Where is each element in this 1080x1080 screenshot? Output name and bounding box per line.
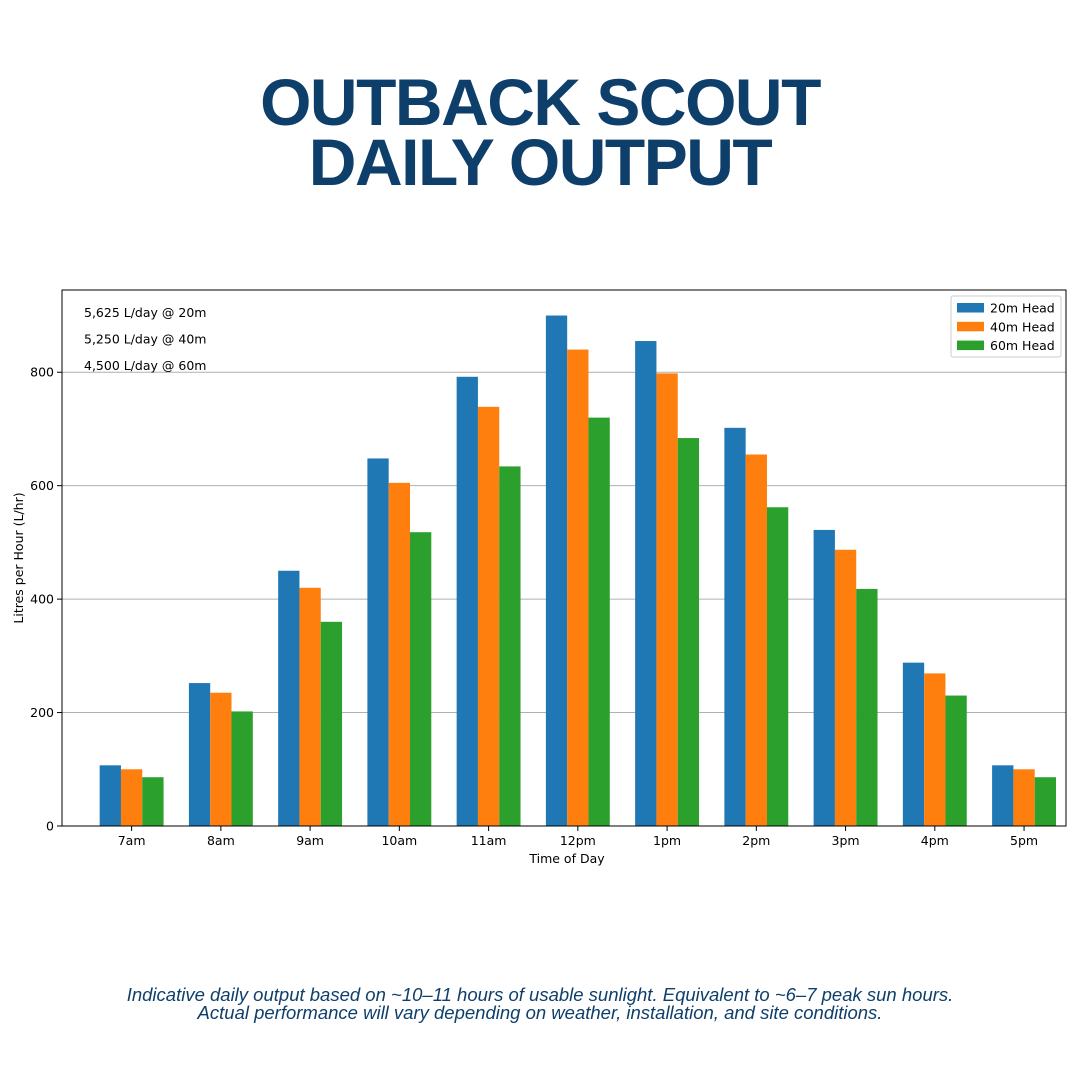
bar-40m-head	[656, 373, 678, 826]
bar-60m-head	[231, 711, 253, 826]
daily-total-annotation: 4,500 L/day @ 60m	[84, 358, 206, 373]
bar-20m-head	[992, 765, 1014, 826]
x-tick-label: 3pm	[832, 833, 860, 848]
x-tick-label: 5pm	[1010, 833, 1038, 848]
bar-40m-head	[299, 587, 321, 826]
bar-20m-head	[635, 341, 657, 826]
bar-20m-head	[456, 376, 478, 826]
x-axis-label: Time of Day	[528, 851, 605, 866]
legend-label: 20m Head	[990, 301, 1055, 316]
bar-60m-head	[856, 588, 878, 826]
x-tick-label: 7am	[118, 833, 146, 848]
bar-20m-head	[545, 315, 568, 826]
bar-40m-head	[924, 673, 946, 826]
bar-60m-head	[677, 438, 700, 826]
bar-60m-head	[320, 621, 343, 826]
bar-60m-head	[142, 777, 164, 826]
page-title: OUTBACK SCOUT DAILY OUTPUT	[0, 65, 1080, 199]
x-tick-label: 1pm	[653, 833, 681, 848]
footnote-line-1: Indicative daily output based on ~10–11 …	[126, 984, 954, 1005]
x-tick-label: 9am	[296, 833, 324, 848]
bar-40m-head	[567, 349, 589, 826]
bar-60m-head	[499, 466, 521, 826]
daily-total-annotation: 5,625 L/day @ 20m	[84, 305, 206, 320]
legend-label: 40m Head	[990, 319, 1055, 334]
bar-20m-head	[278, 570, 300, 826]
bar-40m-head	[834, 549, 857, 826]
bar-20m-head	[188, 683, 211, 826]
bar-20m-head	[367, 458, 389, 826]
legend-label: 60m Head	[990, 338, 1055, 353]
bar-60m-head	[1034, 777, 1057, 826]
footnote-line-2: Actual performance will vary depending o…	[197, 1002, 883, 1023]
footnote: Indicative daily output based on ~10–11 …	[0, 984, 1080, 1023]
bar-20m-head	[99, 765, 121, 826]
plot-frame	[61, 289, 1067, 827]
bar-40m-head	[1013, 769, 1035, 826]
x-tick-label: 8am	[207, 833, 235, 848]
bar-40m-head	[210, 692, 232, 826]
bar-20m-head	[902, 662, 925, 826]
y-axis-label: Litres per Hour (L/hr)	[11, 492, 26, 623]
x-tick-label: 10am	[381, 833, 417, 848]
bar-60m-head	[766, 507, 789, 826]
bar-60m-head	[945, 695, 967, 826]
legend-swatch	[957, 303, 984, 313]
x-tick-label: 11am	[471, 833, 507, 848]
legend-swatch	[957, 321, 984, 332]
y-tick-label: 400	[30, 592, 54, 607]
daily-total-annotation: 5,250 L/day @ 40m	[84, 332, 206, 347]
bar-60m-head	[409, 532, 432, 826]
x-tick-label: 4pm	[921, 833, 949, 848]
bar-20m-head	[813, 529, 835, 826]
x-tick-label: 2pm	[742, 833, 770, 848]
bar-40m-head	[745, 454, 767, 826]
bar-60m-head	[588, 417, 610, 826]
y-tick-label: 800	[30, 365, 54, 380]
y-tick-label: 200	[30, 705, 54, 720]
y-tick-label: 600	[30, 478, 54, 493]
bar-40m-head	[477, 406, 500, 826]
title-line-2: DAILY OUTPUT	[308, 125, 773, 199]
title-line-1: OUTBACK SCOUT	[260, 65, 821, 139]
legend-swatch	[957, 340, 984, 351]
bar-40m-head	[388, 482, 410, 826]
y-tick-label: 0	[46, 819, 54, 834]
x-tick-label: 12pm	[560, 833, 596, 848]
bar-40m-head	[120, 769, 143, 826]
bar-20m-head	[724, 427, 746, 826]
